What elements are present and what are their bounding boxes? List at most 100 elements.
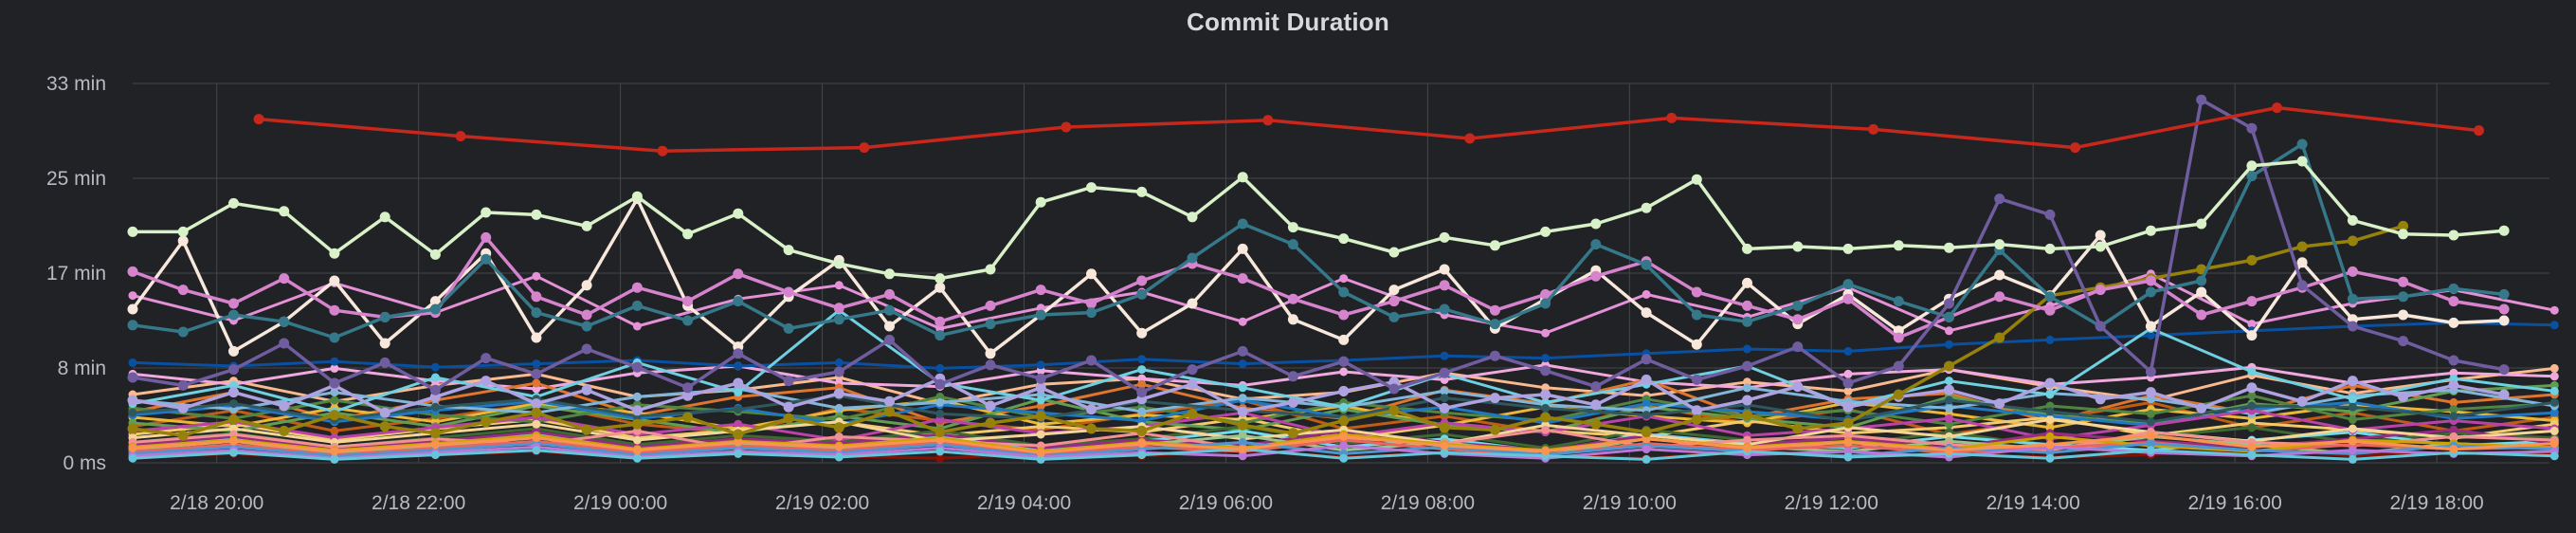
series-point-teal — [1489, 319, 1500, 330]
x-tick-label: 2/19 12:00 — [1785, 492, 1878, 514]
series-point-violet — [2044, 377, 2056, 389]
series-point-violet — [985, 400, 996, 412]
series-point-orchid — [934, 316, 946, 327]
series-point-forest — [2348, 414, 2357, 424]
series-point-navy — [1541, 354, 1551, 363]
series-point-seafoam — [430, 450, 440, 460]
series-point-purple — [934, 378, 946, 390]
series-line-violet — [131, 377, 2506, 414]
series-point-navy — [430, 362, 440, 372]
series-point-apricot — [1036, 448, 1045, 457]
series-point-olive — [1540, 412, 1551, 423]
series-point-teal — [127, 320, 138, 331]
series-point-olive — [1338, 415, 1350, 427]
series-point-orchid — [1136, 275, 1148, 286]
series-point-red — [455, 131, 466, 142]
series-point-orchid — [1287, 293, 1298, 304]
series-point-orchid — [279, 273, 290, 285]
series-point-seafoam — [1036, 454, 1045, 464]
series-point-teal — [2498, 288, 2510, 300]
series-point-cyan — [1036, 395, 1045, 405]
series-point-apricot — [1945, 446, 1953, 455]
series-point-slate — [734, 405, 743, 414]
series-orchid — [127, 231, 2510, 343]
series-point-violet — [1489, 393, 1500, 404]
series-point-teal — [1439, 303, 1450, 315]
series-point-cream — [1187, 298, 1198, 309]
series-point-cream — [934, 282, 946, 293]
series-point-orchid — [1388, 296, 1400, 307]
series-point-navy — [1945, 340, 1953, 349]
series-point-mint — [1338, 233, 1350, 245]
series-point-apricot — [2549, 439, 2559, 449]
series-point-pink — [1238, 317, 1247, 326]
series-point-skyblue — [834, 403, 844, 413]
series-point-purple — [429, 384, 441, 395]
series-point-purple — [1842, 377, 1854, 389]
series-point-magenta — [734, 419, 743, 429]
series-point-olive — [1842, 417, 1854, 429]
series-point-apricot — [229, 436, 238, 446]
series-point-purple — [1086, 355, 1097, 366]
series-point-palered — [834, 432, 844, 441]
series-point-mint — [379, 211, 390, 223]
series-point-purple — [1641, 354, 1652, 365]
series-point-orchid — [884, 288, 895, 300]
series-point-olive — [1237, 419, 1248, 431]
series-point-teal — [1338, 286, 1350, 298]
series-point-purple — [1994, 193, 2005, 205]
x-tick-label: 2/19 04:00 — [977, 492, 1071, 514]
series-point-mint — [1540, 226, 1551, 237]
series-point-violet — [1641, 374, 1652, 385]
series-point-violet — [1035, 382, 1046, 394]
series-point-violet — [733, 377, 744, 389]
x-tick-label: 2/19 08:00 — [1381, 492, 1475, 514]
series-point-cream — [581, 280, 592, 291]
series-point-orchid — [127, 266, 138, 277]
series-point-cyan — [2348, 395, 2357, 404]
series-point-mint — [1035, 196, 1046, 208]
series-point-orchid — [2095, 285, 2106, 296]
panel-title[interactable]: Commit Duration — [1187, 8, 1389, 36]
x-tick-label: 2/18 20:00 — [170, 492, 263, 514]
series-point-mint — [884, 268, 895, 280]
series-point-orchid — [1338, 309, 1350, 321]
series-point-apricot — [128, 443, 137, 452]
series-point-purple — [379, 357, 390, 368]
series-point-pink — [834, 281, 844, 290]
series-point-violet — [177, 402, 189, 414]
series-point-red — [1061, 121, 1072, 133]
series-point-teal — [2296, 138, 2308, 150]
series-point-purple — [1388, 383, 1400, 395]
series-point-mint — [1489, 240, 1500, 251]
series-point-orange — [1137, 379, 1147, 389]
series-point-apricot — [935, 435, 945, 445]
series-point-mint — [177, 226, 189, 237]
series-point-purple — [531, 368, 542, 379]
series-purple — [127, 94, 2510, 398]
series-point-violet — [2095, 394, 2106, 405]
series-point-paleyellow — [2549, 426, 2559, 435]
series-point-teal — [429, 303, 441, 315]
series-point-red — [859, 142, 870, 154]
series-point-pink — [128, 291, 137, 301]
series-point-darkred — [935, 453, 945, 463]
series-point-cream — [1338, 334, 1350, 345]
series-line-olive — [131, 224, 2405, 437]
series-point-apricot — [2146, 431, 2155, 440]
series-point-violet — [1944, 384, 1954, 395]
series-point-olive — [783, 413, 794, 424]
series-point-navy — [1440, 351, 1449, 360]
series-point-orchid — [1439, 280, 1450, 291]
series-point-violet — [1237, 406, 1248, 417]
series-point-paleyellow — [1036, 430, 1045, 439]
series-point-cream — [2498, 315, 2510, 326]
series-point-teal — [1540, 298, 1551, 309]
x-tick-label: 2/19 00:00 — [573, 492, 667, 514]
series-point-lilac — [1339, 441, 1349, 450]
series-point-cream — [2398, 309, 2409, 321]
series-point-orchid — [1842, 293, 1854, 304]
series-point-olive — [1187, 408, 1198, 419]
series-point-orchid — [1540, 288, 1551, 300]
series-point-cyan — [430, 373, 440, 382]
